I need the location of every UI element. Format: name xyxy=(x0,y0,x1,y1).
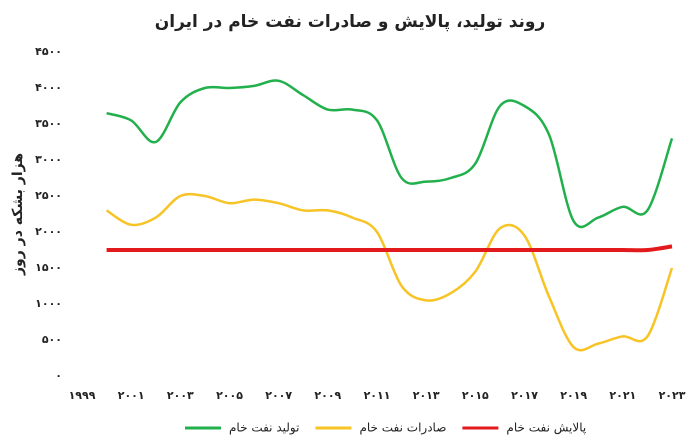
series-line xyxy=(106,244,673,253)
legend-label: صادرات نفت خام xyxy=(359,421,446,436)
y-tick-label: ۴۰۰۰ xyxy=(35,81,62,94)
x-tick-label: ۲۰۱۹ xyxy=(560,389,587,402)
legend-label: پالایش نفت خام xyxy=(506,421,586,436)
x-tick-label: ۲۰۰۳ xyxy=(167,389,194,402)
x-tick-label: ۲۰۱۱ xyxy=(364,389,391,402)
y-tick-label: ۳۵۰۰ xyxy=(35,117,62,130)
x-tick-label: ۲۰۲۳ xyxy=(659,389,686,402)
y-tick-label: ۱۵۰۰ xyxy=(35,261,62,274)
x-tick-label: ۱۹۹۹ xyxy=(69,389,96,402)
x-tick-label: ۲۰۱۳ xyxy=(413,389,440,402)
y-tick-label: ۲۰۰۰ xyxy=(35,225,62,238)
series-line xyxy=(105,192,674,352)
series-line xyxy=(106,79,674,229)
y-tick-label: ۱۰۰۰ xyxy=(35,297,62,310)
y-tick-label: ۳۰۰۰ xyxy=(35,153,62,166)
x-tick-label: ۲۰۱۵ xyxy=(462,389,489,402)
legend-label: تولید نفت خام xyxy=(229,421,299,436)
y-tick-label: ۴۵۰۰ xyxy=(35,45,62,58)
y-tick-label: ۵۰۰ xyxy=(42,333,62,346)
x-tick-label: ۲۰۱۷ xyxy=(511,389,538,402)
y-axis-label: هزار بشکه در روز xyxy=(10,153,26,276)
x-tick-label: ۲۰۰۹ xyxy=(314,389,341,402)
x-tick-label: ۲۰۲۱ xyxy=(609,389,636,402)
y-tick-label: ۲۵۰۰ xyxy=(35,189,62,202)
x-tick-label: ۲۰۰۵ xyxy=(216,389,243,402)
x-tick-label: ۲۰۰۷ xyxy=(265,389,292,402)
y-tick-label: ۰ xyxy=(55,369,62,382)
chart-title: روند تولید، پالایش و صادرات نفت خام در ا… xyxy=(155,12,546,32)
x-tick-label: ۲۰۰۱ xyxy=(118,389,145,402)
